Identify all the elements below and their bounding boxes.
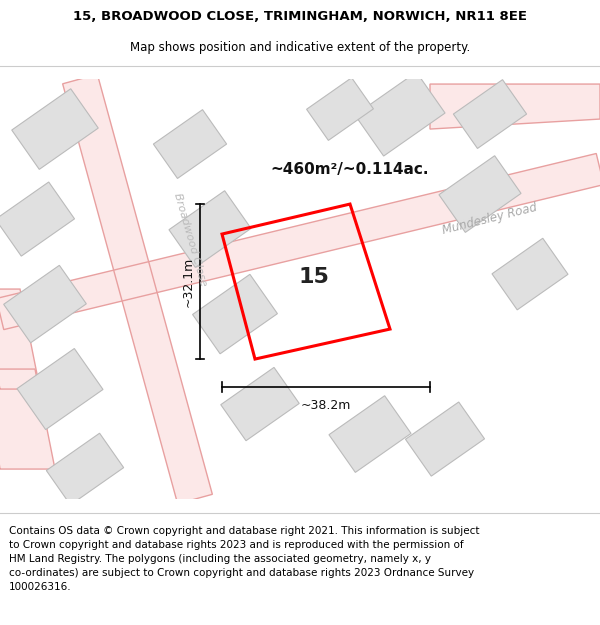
Text: 15: 15	[299, 266, 329, 286]
Text: ~460m²/~0.114ac.: ~460m²/~0.114ac.	[270, 161, 428, 176]
Polygon shape	[46, 433, 124, 505]
Polygon shape	[4, 265, 86, 343]
Polygon shape	[193, 274, 277, 354]
Text: ~38.2m: ~38.2m	[301, 399, 351, 411]
Text: Broadwood Close: Broadwood Close	[172, 191, 208, 287]
Polygon shape	[169, 191, 251, 268]
Polygon shape	[154, 109, 227, 179]
Polygon shape	[454, 79, 527, 149]
Polygon shape	[17, 349, 103, 429]
Polygon shape	[0, 289, 40, 389]
Text: 15, BROADWOOD CLOSE, TRIMINGHAM, NORWICH, NR11 8EE: 15, BROADWOOD CLOSE, TRIMINGHAM, NORWICH…	[73, 10, 527, 23]
Text: Contains OS data © Crown copyright and database right 2021. This information is : Contains OS data © Crown copyright and d…	[9, 526, 479, 592]
Polygon shape	[0, 182, 74, 256]
Text: Mundesley Road: Mundesley Road	[441, 201, 539, 237]
Text: Map shows position and indicative extent of the property.: Map shows position and indicative extent…	[130, 41, 470, 54]
Polygon shape	[492, 238, 568, 310]
Polygon shape	[0, 154, 600, 329]
Polygon shape	[329, 396, 411, 472]
Polygon shape	[221, 368, 299, 441]
Polygon shape	[12, 89, 98, 169]
Polygon shape	[307, 78, 373, 141]
Polygon shape	[355, 72, 445, 156]
Polygon shape	[430, 84, 600, 129]
Polygon shape	[406, 402, 485, 476]
Text: ~32.1m: ~32.1m	[182, 256, 194, 307]
Polygon shape	[0, 369, 55, 469]
Polygon shape	[62, 74, 212, 504]
Polygon shape	[439, 156, 521, 232]
